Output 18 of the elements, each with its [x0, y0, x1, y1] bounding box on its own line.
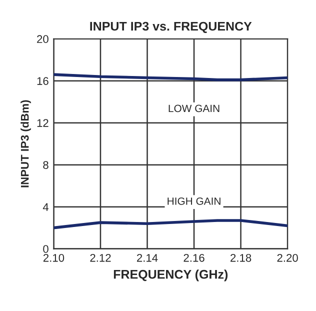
x-tick-label: 2.12 [90, 254, 111, 262]
line-series [54, 219, 288, 230]
text: LOW GAIN [168, 104, 220, 112]
x-tick-label: 2.18 [230, 254, 252, 262]
y-tick-label: 12 [37, 119, 48, 127]
y-tick-label: 16 [37, 77, 48, 85]
x-tick-label: 2.10 [43, 254, 64, 262]
y-tick-label: 8 [43, 161, 48, 169]
chart-title: INPUT IP3 vs. FREQUENCY [90, 22, 252, 33]
x-tick-label: 2.16 [184, 254, 204, 262]
y-tick-label: 20 [37, 35, 48, 44]
x-axis-title: FREQUENCY (GHz) [114, 270, 228, 282]
y-tick-label: 0 [43, 245, 48, 253]
x-tick-label: 2.20 [277, 254, 298, 262]
series-label: HIGH GAIN [168, 197, 220, 205]
y-axis-title: INPUT IP3 (dBm) [20, 100, 31, 188]
y-tick-label: 4 [42, 203, 49, 211]
x-tick-label: 2.14 [137, 254, 158, 262]
